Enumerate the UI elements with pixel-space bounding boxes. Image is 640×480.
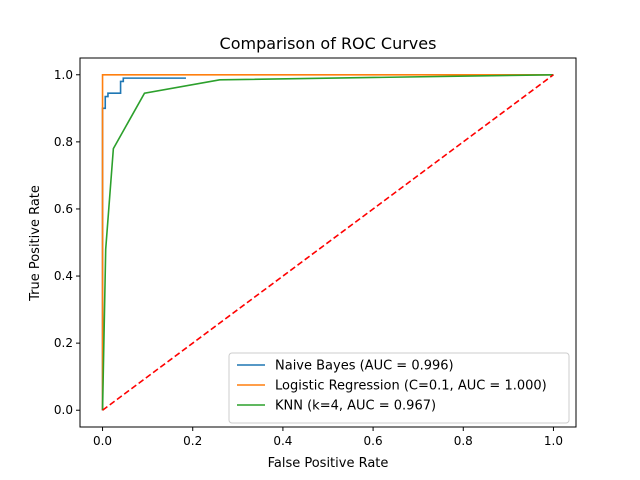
y-axis-ticks: 0.0 0.2 0.4 0.6 0.8 1.0 (54, 68, 80, 417)
chart-title: Comparison of ROC Curves (220, 34, 437, 53)
x-tick-label: 0.0 (93, 434, 112, 448)
series-line-0 (101, 77, 186, 411)
y-axis-label: True Positive Rate (28, 185, 43, 302)
y-tick-label: 0.8 (54, 135, 73, 149)
y-tick-label: 0.6 (54, 202, 73, 216)
x-axis-ticks: 0.0 0.2 0.4 0.6 0.8 1.0 (93, 427, 563, 448)
x-tick-label: 1.0 (544, 434, 563, 448)
y-tick-label: 0.2 (54, 336, 73, 350)
x-tick-label: 0.2 (183, 434, 202, 448)
legend-entry: KNN (k=4, AUC = 0.967) (275, 399, 436, 414)
y-tick-label: 0.4 (54, 269, 73, 283)
x-tick-label: 0.6 (364, 434, 383, 448)
series-line-1 (101, 73, 554, 411)
y-tick-label: 1.0 (54, 68, 73, 82)
chance-diagonal-line (102, 74, 554, 411)
y-tick-label: 0.0 (54, 403, 73, 417)
legend: Naive Bayes (AUC = 0.996) Logistic Regres… (228, 352, 570, 424)
series-line-2 (101, 73, 554, 411)
plot-series (101, 73, 554, 411)
x-tick-label: 0.8 (454, 434, 473, 448)
plot-frame (79, 57, 577, 428)
legend-box (228, 352, 570, 424)
legend-entry: Logistic Regression (C=0.1, AUC = 1.000) (275, 379, 547, 394)
x-tick-label: 0.4 (273, 434, 292, 448)
x-axis-label: False Positive Rate (268, 456, 389, 471)
legend-entry: Naive Bayes (AUC = 0.996) (275, 359, 454, 374)
